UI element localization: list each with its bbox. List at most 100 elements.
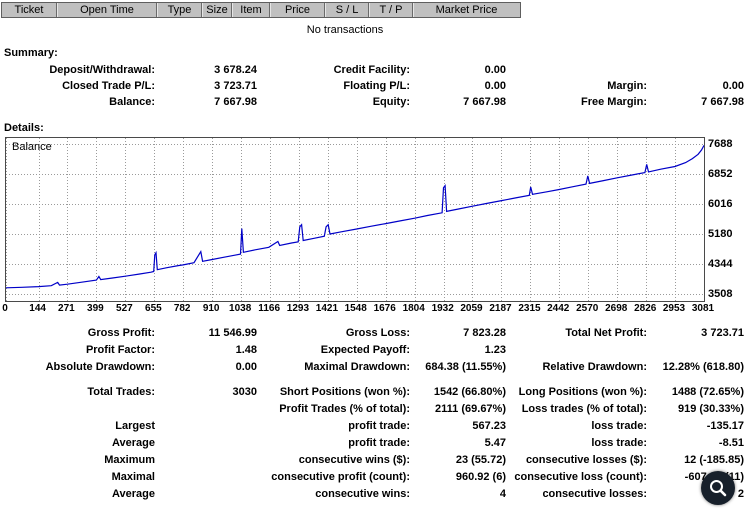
- x-axis-label: 1166: [258, 303, 281, 314]
- stat-label: profit trade:: [348, 437, 410, 449]
- stat-label: Expected Payoff:: [320, 344, 410, 356]
- x-axis-label: 1548: [344, 303, 367, 314]
- x-axis-label: 2059: [460, 303, 483, 314]
- stat-label: consecutive losses:: [542, 488, 647, 500]
- y-axis-label: 5180: [708, 228, 733, 240]
- stat-label: consecutive loss (count):: [514, 471, 647, 483]
- stat-row: Profit Trades (% of total): 2111 (69.67%)…: [0, 401, 750, 418]
- x-axis-label: 1932: [431, 303, 454, 314]
- header-col-size: Size: [202, 3, 232, 17]
- y-axis-label: 6016: [708, 198, 733, 210]
- stat-value: [156, 401, 257, 418]
- stat-label: [507, 342, 647, 359]
- summary-label: Equity:: [372, 96, 410, 108]
- stat-label: Total Net Profit:: [565, 327, 647, 339]
- x-axis-label: 2698: [605, 303, 628, 314]
- stat-value: [156, 486, 257, 503]
- stat-row: Total Trades: 3030 Short Positions (won %)…: [0, 384, 750, 401]
- stat-label: consecutive wins ($):: [298, 454, 410, 466]
- stat-label: Maximum: [104, 454, 155, 466]
- stat-label: Gross Loss:: [345, 327, 410, 339]
- x-axis-label: 399: [87, 303, 104, 314]
- stat-value: 12.28% (618.80): [662, 361, 744, 373]
- y-axis-label: 3508: [708, 288, 733, 300]
- summary-label: Free Margin:: [580, 96, 647, 108]
- stat-label: Average: [111, 488, 155, 500]
- chart-x-axis: 0 144 271 399 527 655 782 910 1038 1166 1293 1421 15…: [2, 303, 714, 316]
- x-axis-label: 2187: [489, 303, 512, 314]
- stat-label: Profit Trades (% of total):: [279, 403, 410, 415]
- stat-value: 3030: [232, 386, 257, 398]
- x-axis-label: 1038: [229, 303, 252, 314]
- stat-value: [156, 469, 257, 486]
- stat-row: Profit Factor: 1.48 Expected Payoff: 1.23: [0, 342, 750, 359]
- x-axis-label: 655: [145, 303, 162, 314]
- stat-value: 1.23: [484, 344, 506, 356]
- y-axis-label: 6852: [708, 168, 733, 180]
- stat-value: 5.47: [484, 437, 506, 449]
- stat-label: Average: [111, 437, 155, 449]
- stat-label: Gross Profit:: [87, 327, 155, 339]
- header-col-ticket: Ticket: [2, 3, 57, 17]
- summary-value: 7 667.98: [701, 96, 744, 108]
- x-axis-label: 2570: [576, 303, 599, 314]
- summary-row: Balance: 7 667.98 Equity: 7 667.98 Free Marg…: [0, 94, 750, 110]
- summary-value: 0.00: [484, 80, 506, 92]
- stat-label: consecutive wins:: [315, 488, 410, 500]
- stat-label: Long Positions (won %):: [518, 386, 647, 398]
- summary-label: Credit Facility:: [333, 64, 410, 76]
- summary-row: Deposit/Withdrawal: 3 678.24 Credit Facili…: [0, 62, 750, 78]
- summary-value: 0.00: [722, 80, 744, 92]
- stat-label: Absolute Drawdown:: [45, 361, 155, 373]
- stat-label: Profit Factor:: [85, 344, 155, 356]
- x-axis-label: 1293: [286, 303, 310, 314]
- stat-value: 3 723.71: [701, 327, 744, 339]
- stat-label: Maximal: [111, 471, 155, 483]
- header-col-t-p: T / P: [369, 3, 413, 17]
- stat-value: [648, 342, 744, 359]
- stat-label: Maximal Drawdown:: [304, 361, 410, 373]
- summary-value: 7 667.98: [463, 96, 506, 108]
- summary-value: 3 678.24: [214, 64, 257, 76]
- stat-label: [4, 401, 155, 418]
- summary-label: Floating P/L:: [343, 80, 410, 92]
- y-axis-label: 7688: [708, 138, 733, 150]
- stat-row: Gross Profit: 11 546.99 Gross Loss: 7 823.2…: [0, 325, 750, 342]
- summary-row: Closed Trade P/L: 3 723.71 Floating P/L: 0.…: [0, 78, 750, 94]
- stat-label: Short Positions (won %):: [279, 386, 410, 398]
- stat-value: 1488 (72.65%): [671, 386, 744, 398]
- x-axis-label: 3081: [691, 303, 715, 314]
- summary-label: [507, 62, 647, 78]
- x-axis-label: 910: [202, 303, 220, 314]
- x-axis-label: 527: [116, 303, 133, 314]
- magnifier-icon[interactable]: [701, 471, 735, 505]
- summary-value: [648, 62, 744, 78]
- x-axis-label: 271: [58, 303, 75, 314]
- summary-title: Summary:: [4, 47, 58, 59]
- stat-label: Total Trades:: [87, 386, 155, 398]
- header-col-type: Type: [157, 3, 202, 17]
- chart-plot-area: Balance: [5, 137, 705, 302]
- stat-value: 11 546.99: [208, 327, 257, 339]
- stat-value: [156, 452, 257, 469]
- x-axis-label: 2442: [547, 303, 570, 314]
- stat-value: 2111 (69.67%): [435, 403, 506, 415]
- stat-value: -8.51: [718, 437, 744, 449]
- summary-label: Deposit/Withdrawal:: [49, 64, 155, 76]
- stat-label: consecutive losses ($):: [525, 454, 647, 466]
- stat-value: 919 (30.33%): [677, 403, 744, 415]
- stat-value: 684.38 (11.55%): [425, 361, 506, 373]
- x-axis-label: 782: [173, 303, 191, 314]
- summary-label: Margin:: [607, 80, 647, 92]
- stat-row: Maximal consecutive profit (count): 960.92…: [0, 469, 750, 486]
- stat-value: -135.17: [706, 420, 744, 432]
- stat-value: 2: [737, 488, 744, 500]
- x-axis-label: 144: [29, 303, 46, 314]
- summary-value: 0.00: [484, 64, 506, 76]
- x-axis-label: 2315: [518, 303, 541, 314]
- header-col-open-time: Open Time: [57, 3, 157, 17]
- x-axis-label: 2826: [634, 303, 657, 314]
- stat-value: 1542 (66.80%): [433, 386, 506, 398]
- y-axis-label: 4344: [708, 258, 733, 270]
